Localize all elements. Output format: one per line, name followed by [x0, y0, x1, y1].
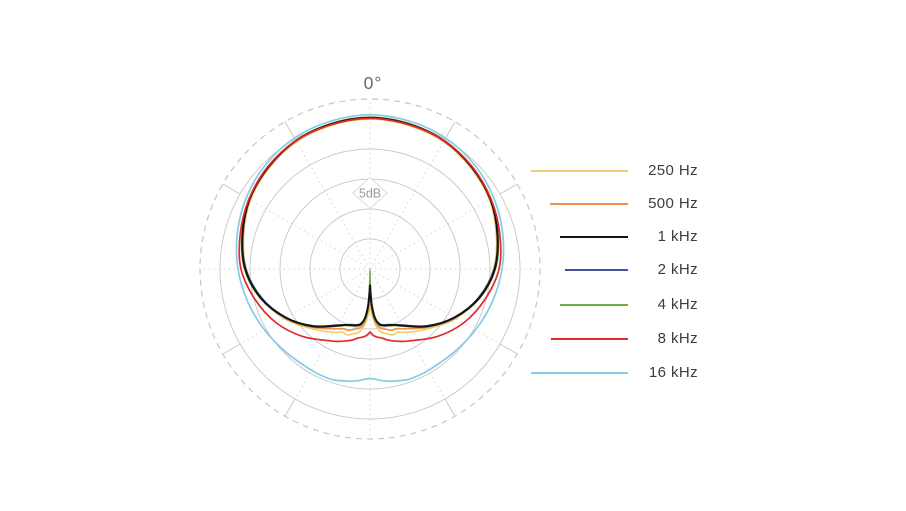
grid-outer-spoke-tick — [499, 183, 518, 195]
frequency-curves — [235, 113, 505, 383]
grid-outer-spoke-tick — [499, 343, 518, 355]
grid-dotted-spoke — [222, 268, 371, 355]
grid-dotted-spoke — [369, 183, 518, 270]
grid-dotted-spoke — [222, 183, 371, 270]
curve-8khz — [238, 117, 502, 343]
grid-outer-spoke-tick — [444, 121, 456, 140]
grid-dotted-spoke — [284, 268, 371, 417]
grid-outer-spoke-tick — [222, 343, 241, 355]
grid-dotted-spoke — [369, 121, 456, 270]
grid-dotted-spoke — [369, 268, 518, 355]
zero-degree-label: 0° — [364, 73, 383, 93]
polar-grid — [199, 98, 541, 440]
grid-outer-spoke-tick — [284, 398, 296, 417]
grid-dotted-spoke — [284, 121, 371, 270]
scale-label: 5dB — [359, 187, 381, 201]
grid-dotted-spoke — [369, 268, 456, 417]
grid-outer-spoke-tick — [222, 183, 241, 195]
grid-outer-spoke-tick — [284, 121, 296, 140]
scale-diamond: 5dB — [352, 176, 388, 210]
curve-16khz — [235, 113, 505, 383]
grid-outer-spoke-tick — [444, 398, 456, 417]
curve-1khz — [241, 116, 499, 328]
grid-outer-dashed-ring — [199, 98, 541, 440]
